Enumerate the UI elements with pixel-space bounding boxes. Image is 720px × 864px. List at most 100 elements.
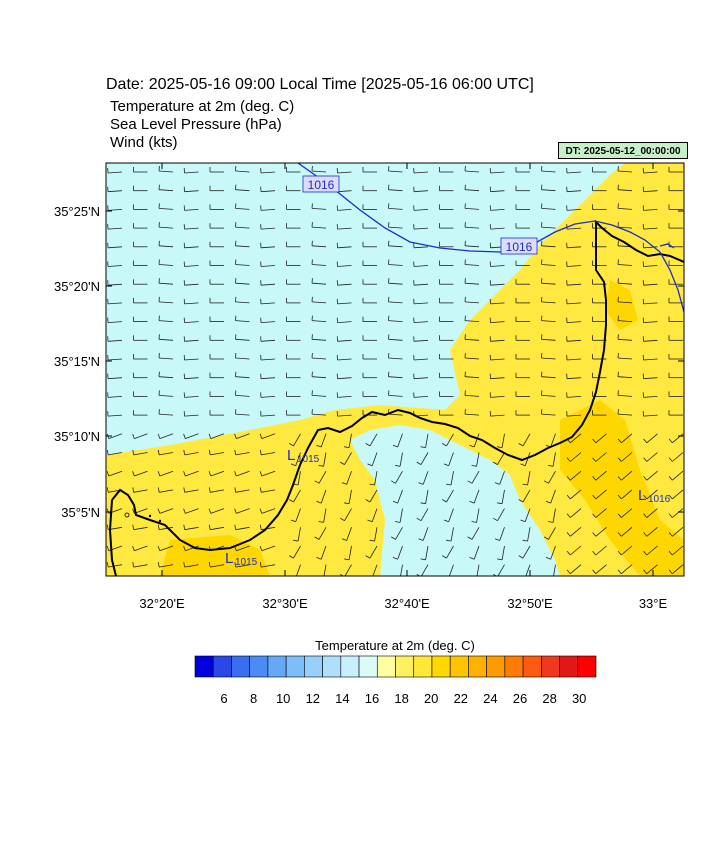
wind-barb-feather xyxy=(668,532,673,537)
wind-barb xyxy=(672,470,684,481)
colorbar-cell xyxy=(504,655,524,678)
wind-barb xyxy=(107,283,123,286)
colorbar-cell xyxy=(285,655,305,678)
wind-barb-feather xyxy=(668,494,673,500)
wind-barb xyxy=(490,396,505,398)
wind-barb xyxy=(235,226,250,229)
wind-barb xyxy=(388,357,403,360)
wind-barb xyxy=(413,339,429,342)
wind-barb xyxy=(464,320,480,322)
wind-barb xyxy=(473,545,480,560)
colorbar-cell xyxy=(449,655,469,678)
wind-barb-feather xyxy=(314,536,320,540)
wind-barb xyxy=(261,433,276,439)
wind-barb xyxy=(672,452,684,462)
wind-barb xyxy=(595,489,607,500)
wind-barb xyxy=(566,209,582,211)
wind-barb xyxy=(672,526,684,537)
wind-barb-feather xyxy=(548,578,553,579)
wind-barb-feather xyxy=(157,562,160,568)
wind-barb xyxy=(184,171,199,174)
wind-barb xyxy=(184,564,199,568)
wind-barb xyxy=(553,564,556,576)
wind-barb xyxy=(497,452,505,465)
wind-barb-feather xyxy=(545,500,551,504)
wind-barb xyxy=(566,339,582,342)
wind-barb xyxy=(464,301,480,304)
wind-barb xyxy=(672,545,684,556)
wind-barb-feather xyxy=(668,569,673,574)
wind-barb xyxy=(337,171,352,174)
wind-barb xyxy=(235,526,250,531)
wind-barb xyxy=(395,527,403,540)
wind-barb-feather xyxy=(157,508,161,514)
wind-barb xyxy=(672,489,684,500)
wind-barb-feather xyxy=(208,524,211,530)
wind-barb-feather xyxy=(208,562,211,568)
low-pressure-center: L 1015 xyxy=(287,447,320,465)
wind-barb xyxy=(566,227,582,230)
colorbar-title: Temperature at 2m (deg. C) xyxy=(315,638,475,653)
wind-barb xyxy=(337,246,352,249)
colorbar-tick-label: 18 xyxy=(394,691,408,706)
wind-barb xyxy=(235,245,250,248)
wind-barb-feather xyxy=(234,471,237,477)
wind-barb xyxy=(337,358,352,361)
wind-barb-feather xyxy=(668,476,673,481)
colorbar-cell xyxy=(541,655,560,678)
wind-barb xyxy=(420,508,429,521)
wind-barb xyxy=(323,508,327,523)
wind-barb xyxy=(184,227,199,230)
wind-barb xyxy=(337,414,352,417)
plot-area xyxy=(106,163,684,579)
wind-barb xyxy=(490,227,505,230)
wind-barb xyxy=(450,527,454,542)
wind-barb xyxy=(260,209,276,211)
wind-barb-feather xyxy=(369,483,375,486)
wind-barb xyxy=(185,508,199,514)
wind-barb-feather xyxy=(472,578,477,579)
wind-barb xyxy=(566,283,582,286)
wind-barb xyxy=(490,377,505,380)
wind-barb xyxy=(311,413,327,416)
wind-barb xyxy=(570,452,582,462)
wind-barb-feather xyxy=(420,502,426,505)
wind-barb xyxy=(490,339,505,342)
wind-barb xyxy=(158,264,174,266)
wind-barb xyxy=(158,301,174,304)
colorbar-labels: 6 8 10 12 14 16 18 20 22 24 26 28 30 xyxy=(220,691,586,706)
wind-barb xyxy=(311,376,327,379)
wind-barb-feather xyxy=(643,550,648,556)
wind-barb xyxy=(476,564,480,576)
wind-barb xyxy=(490,321,505,323)
colorbar-cell xyxy=(194,655,214,678)
wind-barb xyxy=(425,433,429,448)
wind-barb-feather xyxy=(643,494,648,500)
wind-barb xyxy=(260,339,276,342)
wind-barb xyxy=(501,489,505,504)
colorbar-cell xyxy=(231,655,250,678)
wind-barb-feather xyxy=(208,508,212,514)
wind-barb-feather xyxy=(259,562,262,568)
wind-barb xyxy=(159,545,174,552)
wind-barb xyxy=(184,246,199,249)
wind-barb xyxy=(617,376,633,379)
wind-barb xyxy=(570,508,582,518)
wind-barb-feather xyxy=(566,494,571,500)
wind-barb-feather xyxy=(106,524,109,530)
svg-text:1016: 1016 xyxy=(506,240,533,254)
wind-barb xyxy=(617,189,633,192)
wind-barb xyxy=(388,413,403,416)
wind-barb xyxy=(107,396,123,398)
wind-barb xyxy=(388,338,403,341)
wind-barb xyxy=(107,265,123,267)
wind-barb-feather xyxy=(367,519,373,523)
wind-barb-feather xyxy=(392,500,398,504)
wind-barb xyxy=(184,526,199,531)
wind-barb-feather xyxy=(668,457,673,462)
wind-barb xyxy=(617,282,633,285)
wind-barb xyxy=(672,433,684,444)
wind-barb xyxy=(420,452,429,465)
wind-barb-feather xyxy=(566,569,571,574)
wind-barb xyxy=(293,489,301,503)
